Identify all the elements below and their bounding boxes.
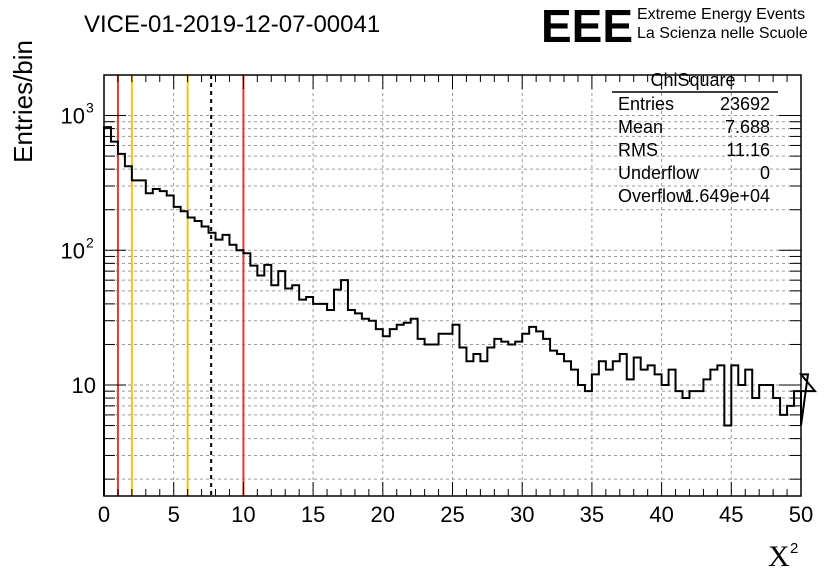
stats-title: ChiSquare <box>650 70 735 90</box>
chart-title: VICE-01-2019-12-07-00041 <box>84 11 380 38</box>
stats-mean-label: Mean <box>618 117 663 137</box>
grid <box>104 75 801 496</box>
eee-logo: EEE Extreme Energy Events La Scienza nel… <box>541 0 808 52</box>
x-tick-label: 40 <box>649 502 673 527</box>
svg-text:X: X <box>768 540 790 572</box>
stats-overflow-label: Overflow <box>618 186 690 206</box>
x-tick-label: 50 <box>789 502 813 527</box>
y-axis-label: Entries/bin <box>8 40 38 163</box>
stats-mean-value: 7.688 <box>725 117 770 137</box>
x-tick-label: 20 <box>371 502 395 527</box>
stats-underflow-label: Underflow <box>618 163 700 183</box>
y-tick-label-exponent: 2 <box>86 234 94 250</box>
eee-logo-line1: Extreme Energy Events <box>637 6 805 23</box>
stats-rms-value: 11.16 <box>726 140 770 160</box>
x-tick-label: 45 <box>719 502 743 527</box>
histogram-outline <box>103 126 818 496</box>
svg-text:2: 2 <box>790 540 798 557</box>
stats-entries-label: Entries <box>618 94 674 114</box>
eee-logo-mark: EEE <box>541 0 633 52</box>
eee-logo-line2: La Scienza nelle Scuole <box>637 25 808 42</box>
stats-underflow-value: 0 <box>760 163 770 183</box>
stats-box: ChiSquare Entries 23692 Mean 7.688 RMS 1… <box>612 70 778 206</box>
y-tick-label: 10 <box>72 373 96 398</box>
x-axis-label: X 2 <box>768 540 798 572</box>
marker-lines <box>116 75 245 496</box>
x-tick-label: 30 <box>510 502 534 527</box>
x-tick-label: 0 <box>98 502 110 527</box>
y-tick-label: 10 <box>61 238 85 263</box>
y-tick-label: 10 <box>61 104 85 129</box>
stats-overflow-value: 1.649e+04 <box>684 186 770 206</box>
histogram-series <box>103 126 818 496</box>
y-tick-label-exponent: 3 <box>86 100 94 116</box>
x-tick-label: 15 <box>301 502 325 527</box>
x-tick-label: 25 <box>440 502 464 527</box>
stats-entries-value: 23692 <box>720 94 770 114</box>
x-tick-label: 10 <box>231 502 255 527</box>
stats-rms-label: RMS <box>618 140 658 160</box>
x-tick-label: 35 <box>580 502 604 527</box>
x-tick-label: 5 <box>168 502 180 527</box>
